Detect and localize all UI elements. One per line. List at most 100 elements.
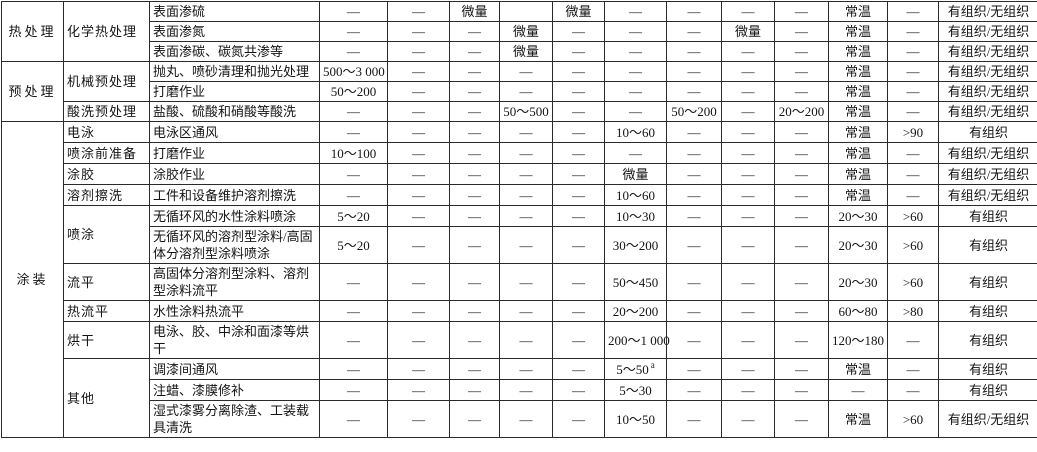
operation-cell: 工件和设备维护溶剂擦洗 [149,184,320,206]
value-cell: — [774,1,829,22]
value-cell: 20～200 [604,300,667,322]
value-cell: >60 [887,226,939,264]
operation-cell: 表面渗硫 [149,1,320,22]
footnote-marker: a [650,360,655,371]
process-subcategory-cell: 喷涂 [63,205,150,264]
value-cell: — [552,121,605,143]
value-cell: >60 [887,263,939,301]
value-cell: — [499,379,553,401]
value-cell: 有组织/无组织 [938,400,1037,438]
value-cell: — [319,400,388,438]
value-cell: — [387,263,450,301]
value-cell: 有组织/无组织 [938,21,1037,42]
value-cell: — [319,163,388,185]
value-cell: — [887,61,939,82]
value-cell: — [604,21,667,42]
value-cell: — [887,184,939,206]
value-cell: — [449,321,500,359]
value-cell: — [666,41,722,62]
value-cell: >80 [887,300,939,322]
value-cell: — [387,121,450,143]
operation-cell: 无循环风的溶剂型涂料/高固体分溶剂型涂料喷涂 [149,226,320,264]
value-cell: — [887,163,939,185]
value-cell: — [387,41,450,62]
value-cell: 50～200 [666,101,722,122]
value-cell: 常温 [828,101,888,122]
value-cell: 常温 [828,1,888,22]
value-cell: — [774,21,829,42]
value-cell: — [721,400,775,438]
process-subcategory-cell: 其他 [63,358,150,438]
value-cell: — [666,300,722,322]
value-cell: — [499,300,553,322]
value-cell: 常温 [828,21,888,42]
operation-cell: 无循环风的水性涂料喷涂 [149,205,320,227]
value-cell: 有组织 [938,263,1037,301]
process-subcategory-cell: 热流平 [63,300,150,322]
value-cell: — [887,21,939,42]
value-cell: 有组织 [938,121,1037,143]
value-cell: 有组织 [938,300,1037,322]
value-cell: — [774,400,829,438]
value-cell: — [721,101,775,122]
process-subcategory-cell: 烘干 [63,321,150,359]
table-row: 喷涂 无循环风的水性涂料喷涂 5～20— — — —10～30— — —20～30 >60 有组织 [2,205,1037,264]
value-cell: — [666,142,722,164]
value-cell: — [666,400,722,438]
value-cell: — [721,1,775,22]
value-cell: — [604,1,667,22]
value-cell: — [387,379,450,401]
value-cell: — [887,41,939,62]
value-cell: 微量 [552,1,605,22]
value-cell: — [449,81,500,102]
operation-cell: 抛丸、喷砂清理和抛光处理 [149,61,320,82]
table-row: 打磨作业 50～200— — — — — — — — 常温 — 有组织/无组织 [2,81,1037,102]
value-cell: — [387,101,450,122]
value-cell: 30～200 [604,226,667,264]
value-cell: — [774,205,829,227]
value-cell: — [449,61,500,82]
table-row: 表面渗碳、碳氮共渗等 — — — 微量 — — — — — 常温 — 有组织/无组织 [2,41,1037,62]
value-cell: — [552,205,605,227]
value-cell: — [552,163,605,185]
value-cell: — [499,263,553,301]
table-row: 烘干 电泳、胶、中涂和面漆等烘干 — — — — —200～1 000— — —120～180—… [2,321,1037,359]
value-cell: — [552,21,605,42]
table-row: 涂装 电泳 电泳区通风 — — — — —10～60— — — 常温 >90 有组织 [1,121,1037,438]
value-cell: — [604,142,667,164]
value-cell: — [666,81,722,102]
value-cell: — [552,358,605,380]
process-subcategory-cell: 电泳 [63,121,150,143]
value-cell: — [499,358,553,380]
value-cell: — [604,61,667,82]
operation-cell: 湿式漆雾分离除渣、工装载具清洗 [149,400,320,438]
value-cell: — [552,142,605,164]
value-cell: — [449,226,500,264]
value-cell: — [721,321,775,359]
value-cell: — [721,379,775,401]
operation-cell: 电泳、胶、中涂和面漆等烘干 [149,321,320,359]
value-cell: — [552,400,605,438]
table-row: 热处理 化学热处理 表面渗硫 — — 微量 微量 — — — — 常温 — 有组织/无组织 [1,1,1037,62]
value-cell: 有组织 [938,379,1037,401]
value-cell: 有组织/无组织 [938,142,1037,164]
value-cell: — [449,205,500,227]
value-cell: — [666,1,722,22]
value-cell: 20～30 [828,205,888,227]
value-cell: 常温 [828,163,888,185]
value-cell: — [666,205,722,227]
operation-cell: 打磨作业 [149,142,320,164]
operation-cell: 表面渗碳、碳氮共渗等 [149,41,320,62]
value-cell: — [449,41,500,62]
operation-cell: 调漆间通风 [149,358,320,380]
value-cell: — [887,142,939,164]
value-cell: 微量 [721,21,775,42]
value-cell: >90 [887,121,939,143]
value-cell: — [319,1,388,22]
process-subcategory-cell: 流平 [63,263,150,301]
value-cell: — [449,358,500,380]
operation-cell: 打磨作业 [149,81,320,102]
value-cell: — [387,61,450,82]
value-cell: — [552,263,605,301]
value-cell: — [499,81,553,102]
